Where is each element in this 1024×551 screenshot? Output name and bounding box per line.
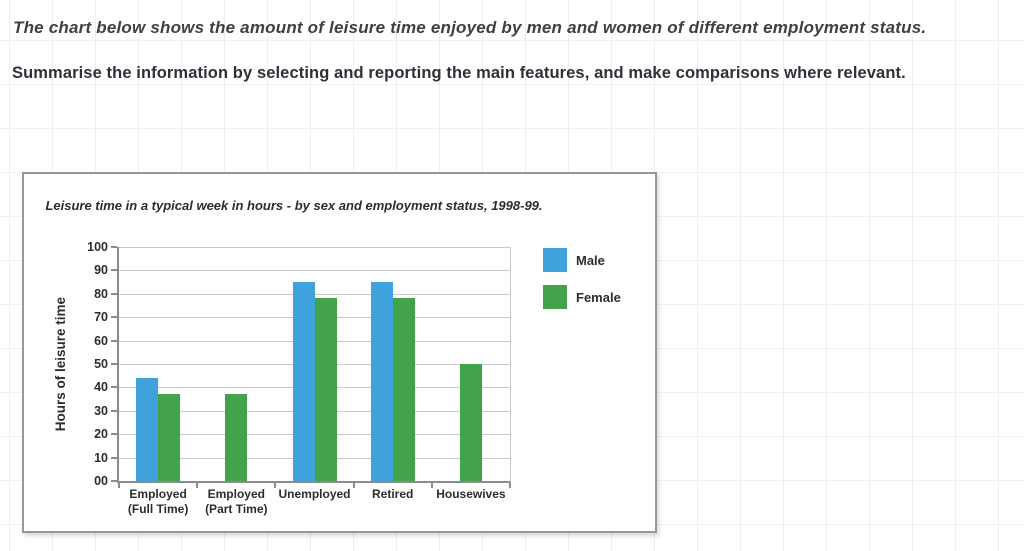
x-axis-category-label-line: Unemployed bbox=[278, 487, 351, 501]
x-axis-category-label: Employed (Part Time) bbox=[192, 487, 280, 517]
legend-label-male: Male bbox=[576, 252, 605, 268]
y-axis-tick bbox=[111, 456, 117, 459]
bar-female-retired bbox=[392, 298, 415, 481]
x-axis-category-label-line: Employed bbox=[129, 487, 187, 501]
x-axis-category-label: Unemployed bbox=[271, 487, 359, 502]
x-axis-tick bbox=[430, 483, 433, 488]
y-axis-tick-label: 00 bbox=[94, 474, 108, 488]
y-axis-tick bbox=[111, 363, 117, 365]
x-axis-category-label-line: (Full Time) bbox=[127, 502, 189, 516]
y-axis-tick-label: 70 bbox=[94, 310, 108, 325]
x-axis-tick bbox=[509, 483, 511, 488]
x-axis-tick bbox=[118, 483, 120, 488]
y-axis: 00 10 20 30 40 50 60 70 80 90 100 bbox=[64, 240, 108, 488]
plot-gridline bbox=[119, 247, 510, 248]
y-axis-tick-label: 60 bbox=[94, 333, 108, 348]
y-axis-tick bbox=[111, 386, 117, 389]
y-axis-tick-label: 20 bbox=[94, 427, 108, 442]
x-axis-category-label-line: Employed bbox=[207, 487, 265, 501]
bar-male-retired bbox=[370, 282, 393, 481]
x-axis-tick bbox=[196, 483, 199, 488]
y-axis-tick-label: 30 bbox=[94, 403, 108, 418]
bar-female-unemployed bbox=[314, 298, 337, 481]
legend-swatch-female bbox=[543, 285, 567, 309]
x-axis-category-label: Housewives bbox=[427, 487, 515, 502]
x-axis-category-label-line: Retired bbox=[372, 487, 414, 501]
x-axis-category-label: Employed (Full Time) bbox=[114, 487, 202, 517]
bar-male-employed-full-time bbox=[136, 378, 159, 481]
x-axis: Employed (Full Time) Employed (Part Time) Un… bbox=[119, 487, 510, 527]
y-axis-tick-label: 80 bbox=[94, 286, 108, 301]
y-axis-tick bbox=[111, 433, 117, 436]
x-axis-category-label-line: (Part Time) bbox=[205, 502, 268, 516]
bar-female-employed-full-time bbox=[158, 394, 181, 481]
x-axis-category-label-line: Housewives bbox=[436, 487, 506, 501]
bar-female-employed-part-time bbox=[225, 394, 248, 481]
y-axis-tick bbox=[111, 480, 117, 482]
x-axis-tick bbox=[352, 483, 355, 488]
task-prompt-line2: Summarise the information by selecting a… bbox=[12, 64, 906, 82]
x-axis-category-label: Retired bbox=[349, 487, 437, 502]
y-axis-tick-label: 50 bbox=[94, 357, 108, 371]
chart-title: Leisure time in a typical week in hours … bbox=[45, 198, 543, 213]
legend-item-male: Male bbox=[543, 248, 621, 272]
plot-area bbox=[111, 246, 511, 488]
y-axis-tick bbox=[111, 409, 117, 412]
chart-legend: Male Female bbox=[543, 248, 621, 322]
y-axis-tick bbox=[111, 269, 117, 272]
y-axis-tick bbox=[111, 316, 117, 319]
y-axis-tick bbox=[111, 292, 117, 295]
legend-item-female: Female bbox=[543, 285, 621, 309]
y-axis-tick-label: 10 bbox=[94, 450, 108, 465]
y-axis-tick-label: 100 bbox=[87, 240, 108, 254]
bar-male-unemployed bbox=[292, 282, 315, 481]
x-axis-tick bbox=[274, 483, 277, 488]
chart-figure: Leisure time in a typical week in hours … bbox=[22, 172, 657, 533]
y-axis-tick bbox=[111, 339, 117, 342]
plot-gridline bbox=[119, 293, 510, 295]
legend-label-female: Female bbox=[576, 289, 621, 305]
task-prompt-line1: The chart below shows the amount of leis… bbox=[13, 18, 927, 37]
y-axis-tick-label: 40 bbox=[94, 380, 108, 395]
legend-swatch-male bbox=[543, 248, 567, 272]
bar-female-housewives bbox=[459, 364, 482, 481]
y-axis-tick bbox=[111, 246, 117, 248]
y-axis-tick-label: 90 bbox=[94, 263, 108, 278]
plot-gridline bbox=[119, 270, 510, 272]
